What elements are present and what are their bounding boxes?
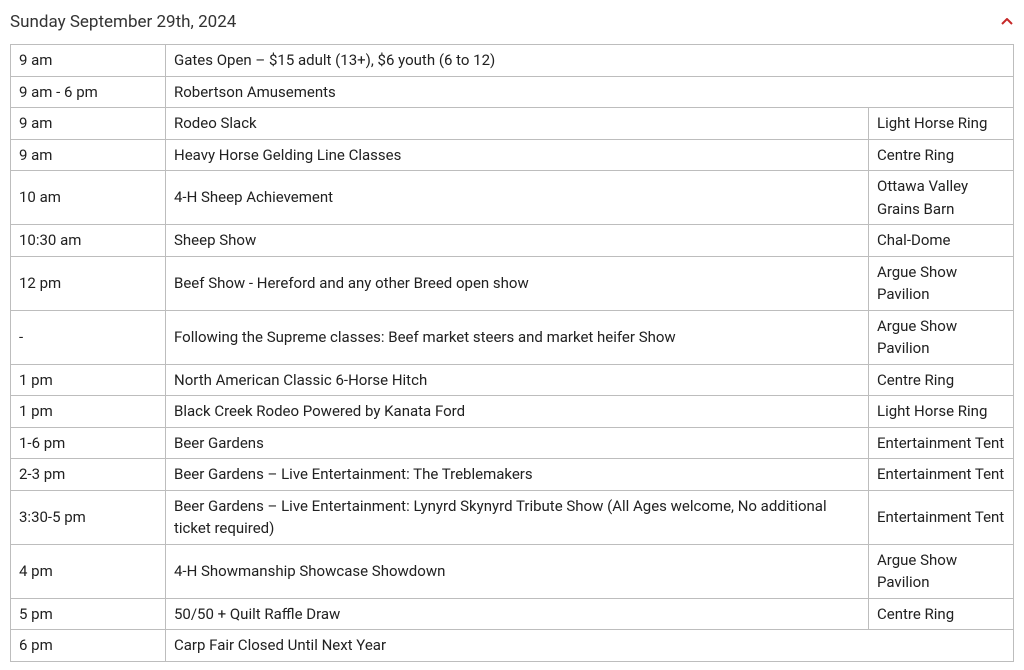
cell-location: Entertainment Tent	[869, 459, 1014, 491]
cell-location: Argue Show Pavilion	[869, 310, 1014, 364]
cell-time: 12 pm	[11, 256, 166, 310]
cell-event: Beer Gardens – Live Entertainment: Lynyr…	[166, 490, 869, 544]
chevron-up-icon[interactable]	[1000, 15, 1014, 29]
table-row: 9 am - 6 pmRobertson Amusements	[11, 76, 1014, 108]
table-row: 1 pmNorth American Classic 6-Horse Hitch…	[11, 364, 1014, 396]
table-row: 10:30 amSheep ShowChal-Dome	[11, 225, 1014, 257]
header-row: Sunday September 29th, 2024	[10, 8, 1014, 44]
cell-event: Carp Fair Closed Until Next Year	[166, 630, 1014, 662]
cell-location: Entertainment Tent	[869, 427, 1014, 459]
cell-time: 6 pm	[11, 630, 166, 662]
cell-event: Robertson Amusements	[166, 76, 1014, 108]
cell-location: Light Horse Ring	[869, 108, 1014, 140]
cell-time: 1-6 pm	[11, 427, 166, 459]
cell-event: Heavy Horse Gelding Line Classes	[166, 139, 869, 171]
cell-event: 4-H Showmanship Showcase Showdown	[166, 544, 869, 598]
cell-time: 4 pm	[11, 544, 166, 598]
cell-location: Argue Show Pavilion	[869, 544, 1014, 598]
cell-time: 10 am	[11, 171, 166, 225]
cell-location: Centre Ring	[869, 598, 1014, 630]
cell-event: North American Classic 6-Horse Hitch	[166, 364, 869, 396]
table-row: 9 amGates Open – $15 adult (13+), $6 you…	[11, 45, 1014, 77]
cell-location: Chal-Dome	[869, 225, 1014, 257]
table-row: 3:30-5 pmBeer Gardens – Live Entertainme…	[11, 490, 1014, 544]
cell-time: 10:30 am	[11, 225, 166, 257]
table-row: 1 pmBlack Creek Rodeo Powered by Kanata …	[11, 396, 1014, 428]
cell-event: Black Creek Rodeo Powered by Kanata Ford	[166, 396, 869, 428]
cell-event: Beer Gardens	[166, 427, 869, 459]
cell-event: Rodeo Slack	[166, 108, 869, 140]
table-row: 12 pmBeef Show - Hereford and any other …	[11, 256, 1014, 310]
cell-location: Centre Ring	[869, 364, 1014, 396]
table-row: 5 pm50/50 + Quilt Raffle DrawCentre Ring	[11, 598, 1014, 630]
table-row: 9 amHeavy Horse Gelding Line ClassesCent…	[11, 139, 1014, 171]
cell-time: 9 am	[11, 139, 166, 171]
cell-time: 1 pm	[11, 396, 166, 428]
cell-location: Argue Show Pavilion	[869, 256, 1014, 310]
table-row: 9 amRodeo SlackLight Horse Ring	[11, 108, 1014, 140]
cell-location: Light Horse Ring	[869, 396, 1014, 428]
cell-event: Sheep Show	[166, 225, 869, 257]
cell-event: Beer Gardens – Live Entertainment: The T…	[166, 459, 869, 491]
cell-location: Ottawa Valley Grains Barn	[869, 171, 1014, 225]
cell-time: 5 pm	[11, 598, 166, 630]
table-row: 2-3 pmBeer Gardens – Live Entertainment:…	[11, 459, 1014, 491]
cell-time: 9 am - 6 pm	[11, 76, 166, 108]
cell-time: 3:30-5 pm	[11, 490, 166, 544]
table-row: -Following the Supreme classes: Beef mar…	[11, 310, 1014, 364]
cell-event: 4-H Sheep Achievement	[166, 171, 869, 225]
cell-location: Centre Ring	[869, 139, 1014, 171]
table-row: 10 am4-H Sheep AchievementOttawa Valley …	[11, 171, 1014, 225]
table-row: 4 pm4-H Showmanship Showcase ShowdownArg…	[11, 544, 1014, 598]
cell-event: Beef Show - Hereford and any other Breed…	[166, 256, 869, 310]
table-row: 6 pmCarp Fair Closed Until Next Year	[11, 630, 1014, 662]
cell-time: -	[11, 310, 166, 364]
schedule-table: 9 amGates Open – $15 adult (13+), $6 you…	[10, 44, 1014, 662]
cell-time: 9 am	[11, 108, 166, 140]
page-title: Sunday September 29th, 2024	[10, 12, 236, 32]
cell-time: 2-3 pm	[11, 459, 166, 491]
cell-location: Entertainment Tent	[869, 490, 1014, 544]
cell-event: 50/50 + Quilt Raffle Draw	[166, 598, 869, 630]
cell-event: Gates Open – $15 adult (13+), $6 youth (…	[166, 45, 1014, 77]
cell-event: Following the Supreme classes: Beef mark…	[166, 310, 869, 364]
cell-time: 9 am	[11, 45, 166, 77]
cell-time: 1 pm	[11, 364, 166, 396]
table-row: 1-6 pmBeer GardensEntertainment Tent	[11, 427, 1014, 459]
